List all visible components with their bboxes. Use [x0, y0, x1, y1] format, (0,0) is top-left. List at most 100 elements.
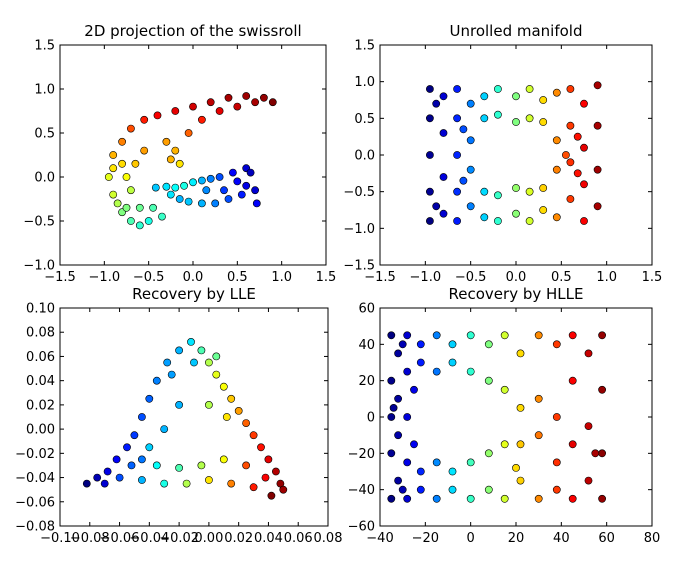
data-point	[500, 494, 509, 503]
data-point	[233, 102, 242, 111]
data-point	[398, 485, 407, 494]
data-point	[394, 476, 402, 485]
data-point	[206, 98, 215, 107]
data-point	[439, 173, 448, 181]
data-point	[453, 85, 461, 93]
data-point	[403, 494, 412, 503]
x-tick-label: −0.5	[133, 270, 165, 285]
x-tick-label: 0	[467, 531, 475, 546]
data-point	[416, 467, 425, 476]
data-point	[534, 494, 543, 503]
data-point	[162, 182, 171, 191]
data-point	[394, 349, 402, 358]
data-point	[416, 485, 425, 494]
data-point	[493, 85, 502, 93]
data-point	[484, 340, 493, 349]
data-point	[598, 331, 606, 340]
data-point	[140, 146, 149, 155]
data-point	[252, 199, 261, 208]
data-point	[118, 159, 126, 168]
data-point	[126, 186, 135, 195]
data-point	[480, 187, 489, 196]
data-point	[387, 494, 396, 503]
x-tick-label: −1.5	[44, 270, 76, 285]
data-point	[197, 199, 206, 208]
data-point	[234, 406, 243, 415]
x-tick-label: −0.5	[455, 270, 487, 285]
data-point	[123, 443, 131, 452]
x-tick-label: −0.06	[100, 531, 140, 546]
data-point	[137, 455, 146, 464]
data-point	[552, 213, 561, 222]
data-point	[182, 479, 191, 488]
data-point	[425, 114, 434, 123]
data-point	[480, 114, 489, 123]
x-tick-label: −0.02	[159, 531, 199, 546]
y-tick-label: 0	[367, 411, 375, 426]
data-point	[251, 98, 259, 107]
x-tick-label: 40	[553, 531, 570, 546]
data-point	[267, 491, 276, 500]
data-point	[152, 376, 161, 385]
data-point	[249, 483, 258, 492]
data-point	[459, 125, 468, 134]
data-point	[126, 124, 135, 133]
data-point	[448, 467, 457, 476]
data-point	[500, 385, 509, 394]
data-point	[580, 143, 588, 152]
data-point	[448, 340, 457, 349]
data-point	[215, 107, 224, 115]
data-point	[387, 376, 396, 385]
x-tick-label: 20	[508, 531, 525, 546]
data-point	[197, 461, 206, 470]
data-point	[242, 461, 250, 470]
y-tick-label: −0.08	[15, 520, 55, 535]
data-point	[403, 413, 412, 421]
data-point	[109, 151, 118, 159]
data-point	[525, 114, 534, 123]
data-point	[425, 85, 434, 93]
data-point	[242, 181, 251, 190]
data-point	[175, 400, 183, 409]
data-point	[251, 186, 259, 195]
data-point	[593, 81, 602, 90]
y-tick-label: −0.04	[15, 471, 55, 486]
data-point	[552, 340, 561, 349]
y-tick-label: 0.06	[26, 350, 55, 365]
x-tick-label: 0.04	[254, 531, 283, 546]
y-tick-label: 0.00	[26, 423, 55, 438]
data-point	[202, 186, 211, 195]
data-point	[259, 93, 268, 102]
data-point	[127, 461, 136, 470]
data-point	[158, 212, 166, 221]
data-point	[598, 385, 606, 394]
x-tick-label: −0.10	[40, 531, 80, 546]
data-point	[180, 181, 188, 190]
data-point	[387, 449, 396, 458]
data-point	[573, 169, 582, 178]
data-point	[539, 96, 548, 104]
x-tick-label: 0.00	[194, 531, 223, 546]
data-point	[584, 349, 593, 358]
data-point	[160, 425, 169, 433]
data-point	[466, 494, 475, 503]
data-point	[246, 168, 255, 177]
data-point	[448, 485, 457, 494]
x-tick-label: 0.5	[551, 270, 572, 285]
data-point	[516, 349, 525, 358]
y-tick-label: −60	[348, 520, 375, 535]
data-point	[439, 129, 448, 137]
data-point	[394, 394, 402, 403]
data-point	[534, 331, 543, 340]
data-point	[140, 115, 149, 124]
data-point	[93, 473, 102, 482]
data-point	[416, 340, 425, 349]
y-tick-label: −20	[348, 447, 375, 462]
data-point	[394, 431, 402, 440]
data-point	[137, 413, 146, 421]
y-tick-label: −1.5	[343, 259, 375, 274]
y-tick-label: 0.10	[26, 302, 55, 317]
y-tick-label: −1.0	[23, 259, 55, 274]
data-point	[593, 202, 602, 211]
data-point	[151, 183, 160, 192]
